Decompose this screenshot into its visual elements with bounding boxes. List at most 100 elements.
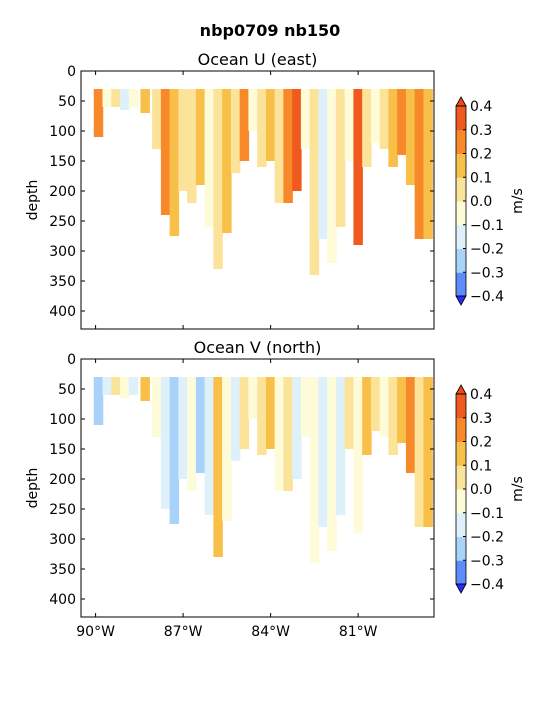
data-column (257, 89, 267, 167)
data-column (362, 89, 372, 167)
colorbar-extend-top (455, 384, 467, 395)
data-column (120, 377, 130, 398)
data-column (230, 377, 241, 461)
data-column (169, 89, 180, 236)
colorbar-extend-bottom (455, 295, 467, 306)
data-column (257, 377, 267, 455)
x-tick-label: 87°W (164, 624, 203, 640)
data-column (152, 377, 162, 437)
data-column (265, 377, 276, 449)
data-column (239, 89, 250, 161)
colorbar-tick-label: −0.4 (470, 577, 504, 593)
colorbar-segment (456, 441, 466, 466)
colorbar: 0.4 0.3 0.2 0.1 0.0 −0.1 −0.2 −0.3 −0.4 m/s (455, 384, 526, 594)
data-column (93, 89, 104, 137)
data-column (169, 377, 180, 524)
colorbar-tick-label: 0.4 (470, 387, 492, 403)
data-columns (93, 377, 433, 563)
panel-title: Ocean U (east) (198, 50, 318, 69)
y-tick-label: 100 (49, 412, 76, 428)
colorbar-tick-label: 0.2 (470, 435, 492, 451)
data-column (414, 377, 425, 527)
data-column (160, 89, 171, 215)
y-tick-label: 200 (49, 472, 76, 488)
colorbar-segment (456, 248, 466, 273)
data-column (353, 89, 363, 245)
y-tick-label: 50 (58, 382, 76, 398)
y-tick-label: 50 (58, 94, 76, 110)
panel-title: Ocean V (north) (194, 338, 322, 357)
x-tick-label: 84°W (251, 624, 290, 640)
y-axis-label: depth (25, 180, 41, 221)
data-column (300, 377, 311, 437)
data-column (405, 377, 416, 473)
data-column (388, 377, 398, 455)
data-column (318, 89, 328, 239)
data-column (388, 89, 398, 167)
y-tick-label: 350 (49, 274, 76, 290)
colorbar-tick-label: −0.1 (470, 506, 504, 522)
data-column (248, 89, 258, 131)
data-column (397, 377, 407, 443)
colorbar-extend-top (455, 96, 467, 107)
data-column (140, 377, 150, 401)
x-tick-label: 90°W (76, 624, 115, 640)
data-column (222, 89, 232, 233)
data-column (344, 89, 355, 161)
data-column (292, 377, 302, 479)
y-tick-label: 300 (49, 244, 76, 260)
data-column (414, 89, 425, 239)
data-column (222, 377, 232, 521)
colorbar-tick-label: 0.1 (470, 458, 492, 474)
data-column (309, 377, 320, 563)
data-column (379, 377, 390, 437)
data-column (160, 377, 171, 509)
colorbar-tick-label: 0.0 (470, 194, 492, 210)
colorbar-segment (456, 536, 466, 561)
data-column (230, 89, 241, 173)
colorbar-segment (456, 512, 466, 537)
data-column (265, 89, 276, 161)
data-column (140, 89, 150, 113)
y-tick-label: 300 (49, 532, 76, 548)
data-column (379, 89, 390, 149)
data-column (195, 377, 206, 473)
data-column (152, 89, 162, 149)
colorbar-segment (456, 201, 466, 226)
y-tick-label: 100 (49, 124, 76, 140)
colorbar-label: m/s (510, 476, 526, 502)
data-column (178, 89, 188, 191)
data-column (397, 89, 407, 155)
panel-ocean-v: Ocean V (north) 0 50 100 150 200 250 300 350 400 d… (25, 338, 526, 640)
data-column (405, 89, 416, 185)
colorbar-segment (456, 177, 466, 202)
colorbar-tick-label: 0.3 (470, 411, 492, 427)
data-column (248, 377, 258, 419)
colorbar-segment (456, 153, 466, 178)
data-column (327, 89, 337, 263)
data-column (300, 89, 311, 149)
colorbar-segment (456, 560, 466, 585)
data-column (187, 89, 197, 203)
y-tick-label: 400 (49, 304, 76, 320)
colorbar-tick-label: 0.2 (470, 147, 492, 163)
colorbar: 0.4 0.3 0.2 0.1 0.0 −0.1 −0.2 −0.3 −0.4 m/s (455, 96, 526, 306)
data-column (353, 377, 363, 533)
colorbar-segment (456, 106, 466, 131)
y-tick-label: 250 (49, 502, 76, 518)
data-column (111, 377, 121, 395)
colorbar-segment (456, 224, 466, 249)
data-column (128, 89, 139, 107)
data-column (292, 89, 302, 191)
data-column (370, 377, 381, 431)
colorbar-tick-label: −0.3 (470, 553, 504, 569)
data-columns (93, 89, 433, 275)
plot-frame (80, 70, 435, 330)
colorbar-extend-bottom (455, 583, 467, 594)
y-tick-label: 350 (49, 562, 76, 578)
colorbar-tick-label: 0.0 (470, 482, 492, 498)
data-column (283, 377, 293, 491)
data-column (423, 89, 433, 239)
data-column (111, 89, 121, 107)
